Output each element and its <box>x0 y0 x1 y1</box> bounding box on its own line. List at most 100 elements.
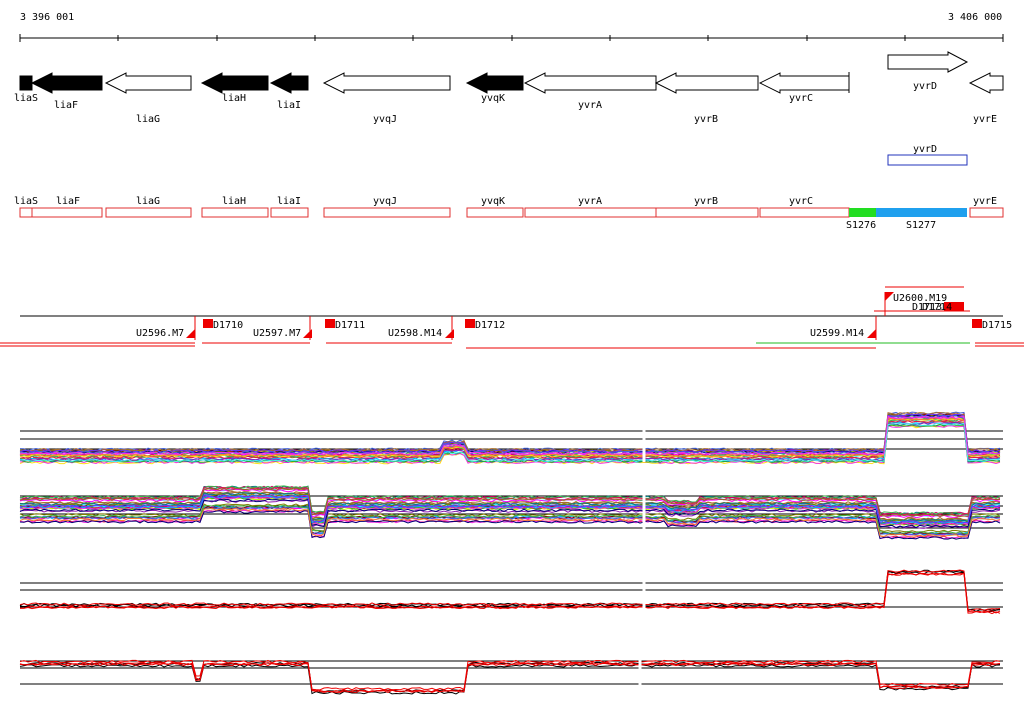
box-liaH[interactable] <box>201 207 269 218</box>
box-yvrA[interactable] <box>524 207 657 218</box>
gene-label-yvrD: yvrD <box>913 81 937 92</box>
gene-arrow-liaS[interactable] <box>19 75 33 91</box>
box-label-liaH: liaH <box>222 196 246 207</box>
gene-track: liaS liaF liaG liaH liaI yvqJ yvqK yvrA … <box>14 51 1004 125</box>
segment-S1276[interactable] <box>849 208 876 217</box>
box-liaS[interactable] <box>19 207 33 218</box>
panel1-trace <box>19 413 1001 453</box>
panel4-trace <box>19 661 1001 693</box>
marker-flag-U2599[interactable] <box>867 329 876 338</box>
box-yvrB[interactable] <box>655 207 759 218</box>
panel1-trace <box>19 422 1001 463</box>
marker-track: U2596.M7 U2597.M7 U2598.M14 U2599.M14 U2… <box>0 286 1024 349</box>
panel1-trace <box>19 412 1001 453</box>
down-marker-D1712[interactable] <box>465 319 475 328</box>
segment-S1277[interactable] <box>876 208 967 217</box>
segment-label-S1276: S1276 <box>846 220 876 231</box>
expression-panels <box>19 411 1003 695</box>
down-marker-D1710[interactable] <box>203 319 213 328</box>
gene-arrow-yvrC[interactable] <box>758 72 850 94</box>
gene-arrow-liaF[interactable] <box>30 72 103 94</box>
box-yvrD[interactable] <box>887 154 968 166</box>
panel1-trace <box>19 421 1001 462</box>
panel2-trace <box>19 498 1001 529</box>
box-yvqJ[interactable] <box>323 207 451 218</box>
box-liaI[interactable] <box>270 207 309 218</box>
panel1-trace <box>19 419 1001 460</box>
gene-label-liaG: liaG <box>136 114 160 125</box>
panel2-trace <box>19 504 1001 535</box>
gene-arrow-yvrA[interactable] <box>523 72 657 94</box>
marker-label-D1714: D1714 <box>922 302 952 313</box>
panel1-trace <box>19 413 1001 454</box>
box-liaF[interactable] <box>31 207 103 218</box>
box-yvqK[interactable] <box>466 207 524 218</box>
axis-start-label: 3 396 001 <box>20 12 75 23</box>
box-label-yvrC: yvrC <box>789 196 813 207</box>
segment-label-S1277: S1277 <box>906 220 936 231</box>
panel1-trace <box>19 415 1001 456</box>
box-label-liaI: liaI <box>277 196 301 207</box>
down-marker-D1711[interactable] <box>325 319 335 328</box>
gene-label-yvqJ: yvqJ <box>373 114 397 125</box>
box-liaG[interactable] <box>105 207 192 218</box>
box-label-yvqJ: yvqJ <box>373 196 397 207</box>
box-label-liaG: liaG <box>136 196 160 207</box>
marker-label-D1712: D1712 <box>475 320 505 331</box>
panel2-trace <box>19 503 1001 533</box>
box-label-yvqK: yvqK <box>481 196 505 207</box>
gene-arrow-yvrB[interactable] <box>654 72 759 94</box>
marker-flag-U2598[interactable] <box>445 329 454 338</box>
marker-label-D1713: D1713 <box>912 302 942 313</box>
gene-label-liaF: liaF <box>54 100 78 111</box>
box-label-liaS: liaS <box>14 196 38 207</box>
panel3-trace <box>19 572 1001 615</box>
panel2-trace <box>19 494 1001 524</box>
gene-label-liaH: liaH <box>222 93 246 104</box>
panel2-trace <box>19 492 1001 522</box>
box-label-liaF: liaF <box>56 196 80 207</box>
panel1-trace <box>19 413 1001 453</box>
gene-label-liaS: liaS <box>14 93 38 104</box>
panel-guides-1 <box>20 430 1003 450</box>
marker-label-D1715: D1715 <box>982 320 1012 331</box>
marker-label-U2597: U2597.M7 <box>253 328 301 339</box>
marker-label-U2596: U2596.M7 <box>136 328 184 339</box>
down-marker-D1713[interactable] <box>944 302 964 311</box>
gene-arrow-liaH[interactable] <box>200 72 269 94</box>
panel2-trace <box>19 510 1001 540</box>
marker-label-U2600: U2600.M19 <box>893 293 947 304</box>
marker-flag-U2596[interactable] <box>186 329 195 338</box>
box-yvrE[interactable] <box>969 207 1004 218</box>
box-label-yvrE: yvrE <box>973 196 997 207</box>
box-label-yvrA: yvrA <box>578 196 602 207</box>
gene-label-yvrE: yvrE <box>973 114 997 125</box>
panel1-trace <box>19 413 1001 454</box>
box-yvrC[interactable] <box>759 207 850 218</box>
down-marker-D1715[interactable] <box>972 319 982 328</box>
box-label-yvrD: yvrD <box>913 144 937 155</box>
marker-label-D1711: D1711 <box>335 320 365 331</box>
marker-flag-U2600[interactable] <box>885 292 894 301</box>
gene-arrow-yvrD[interactable] <box>887 51 969 73</box>
marker-flag-U2597[interactable] <box>303 329 312 338</box>
panel2-trace <box>19 485 1001 515</box>
gene-arrow-yvqJ[interactable] <box>322 72 451 94</box>
gene-arrow-liaG[interactable] <box>104 72 192 94</box>
panel3-trace <box>19 570 1001 613</box>
gene-arrow-yvqK[interactable] <box>465 72 524 94</box>
panel2-trace <box>19 495 1001 525</box>
box-label-yvrB: yvrB <box>694 196 718 207</box>
panel4-trace <box>19 661 1001 693</box>
panel2-trace <box>19 507 1001 538</box>
marker-label-U2598: U2598.M14 <box>388 328 442 339</box>
panel2-trace <box>19 488 1001 519</box>
gene-arrow-liaI[interactable] <box>269 72 309 94</box>
panel1-trace <box>19 414 1001 455</box>
coordinate-ruler <box>19 34 1004 42</box>
panel4-trace <box>19 659 1001 691</box>
feature-track: yvrD liaS liaF liaG liaH liaI yvqJ yvqK … <box>14 144 1004 231</box>
gene-arrow-yvrE[interactable] <box>968 72 1004 94</box>
panel4-trace <box>19 663 1001 695</box>
panel3-trace <box>19 569 1001 611</box>
